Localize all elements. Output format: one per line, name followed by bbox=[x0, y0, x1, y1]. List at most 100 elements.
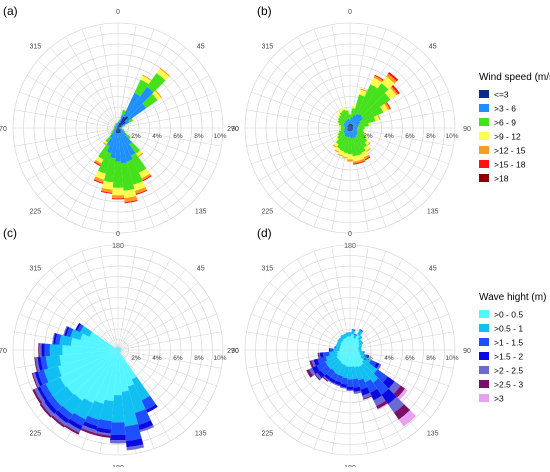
direction-tick-label: 135 bbox=[195, 209, 207, 216]
radial-tick-label: 8% bbox=[194, 355, 204, 362]
radial-tick-label: 10% bbox=[213, 355, 226, 362]
legend-label: >12 - 15 bbox=[494, 146, 526, 156]
legend-label: >0.5 - 1 bbox=[494, 324, 523, 334]
panel-label: (a) bbox=[3, 4, 18, 18]
direction-tick-label: 315 bbox=[261, 43, 273, 50]
radial-tick-label: 6% bbox=[173, 133, 183, 140]
direction-tick-label: 270 bbox=[227, 348, 239, 355]
legend-label: <=3 bbox=[494, 90, 509, 100]
legend-swatch bbox=[479, 118, 489, 126]
legend-swatch bbox=[479, 324, 489, 332]
panel-label: (d) bbox=[257, 226, 272, 240]
legend-title: Wind speed (m/s) bbox=[479, 72, 550, 83]
rose-sector bbox=[358, 349, 361, 351]
direction-tick-label: 45 bbox=[429, 43, 437, 50]
legend-swatch bbox=[479, 366, 489, 374]
direction-tick-label: 225 bbox=[261, 431, 273, 438]
legend-label: >9 - 12 bbox=[494, 132, 521, 142]
direction-tick-label: 90 bbox=[463, 348, 471, 355]
rose-sector bbox=[50, 344, 63, 356]
rose-sector bbox=[346, 390, 353, 391]
legend-swatch bbox=[479, 132, 489, 140]
legend-label: >2 - 2.5 bbox=[494, 366, 523, 376]
radial-tick-label: 6% bbox=[173, 355, 183, 362]
rose-sector bbox=[330, 348, 333, 351]
radial-tick-label: 2% bbox=[363, 355, 373, 362]
legend-swatch bbox=[479, 380, 489, 388]
direction-tick-label: 90 bbox=[463, 126, 471, 133]
direction-tick-label: 270 bbox=[0, 126, 7, 133]
rose-sector bbox=[339, 127, 340, 129]
panel-label: (c) bbox=[3, 226, 17, 240]
legend-swatch bbox=[479, 146, 489, 154]
legend-label: >18 bbox=[494, 174, 509, 184]
rose-sector bbox=[41, 343, 44, 356]
rose-sector bbox=[121, 128, 122, 129]
direction-tick-label: 45 bbox=[197, 265, 205, 272]
rose-sector bbox=[111, 422, 126, 435]
direction-tick-label: 0 bbox=[116, 231, 120, 238]
radial-tick-label: 6% bbox=[405, 133, 415, 140]
direction-tick-label: 45 bbox=[197, 43, 205, 50]
rose-sector bbox=[347, 159, 353, 161]
rose-sector bbox=[114, 128, 115, 129]
legend-wave: Wave hight (m)>0 - 0.5>0.5 - 1>1 - 1.5>1… bbox=[479, 292, 546, 404]
legend-swatch bbox=[479, 352, 489, 360]
panel-label: (b) bbox=[257, 4, 272, 18]
radial-tick-label: 8% bbox=[426, 133, 436, 140]
rose-sector bbox=[39, 343, 41, 357]
legend-swatch bbox=[479, 174, 489, 182]
radial-tick-label: 4% bbox=[152, 355, 162, 362]
legend-label: >1.5 - 2 bbox=[494, 352, 523, 362]
legend-label: >3 - 6 bbox=[494, 104, 516, 114]
rose-sector bbox=[329, 348, 330, 352]
rose-sector bbox=[348, 332, 351, 336]
legend-label: >15 - 18 bbox=[494, 160, 526, 170]
legend-swatch bbox=[479, 394, 489, 402]
rose-sector bbox=[117, 122, 118, 123]
rose-sector bbox=[365, 127, 366, 130]
radial-tick-label: 4% bbox=[384, 133, 394, 140]
radial-tick-label: 4% bbox=[152, 133, 162, 140]
radial-tick-label: 2% bbox=[363, 133, 373, 140]
radial-tick-label: 8% bbox=[426, 355, 436, 362]
radial-tick-label: 10% bbox=[213, 133, 226, 140]
rose-sector bbox=[110, 440, 126, 443]
radial-tick-label: 2% bbox=[131, 133, 141, 140]
direction-tick-label: 0 bbox=[348, 9, 352, 16]
direction-tick-label: 0 bbox=[348, 231, 352, 238]
direction-tick-label: 135 bbox=[427, 209, 439, 216]
legend-label: >6 - 9 bbox=[494, 118, 516, 128]
rose-sector bbox=[44, 344, 50, 357]
direction-tick-label: 0 bbox=[116, 9, 120, 16]
direction-tick-label: 135 bbox=[195, 431, 207, 438]
direction-tick-label: 315 bbox=[29, 43, 41, 50]
rose-sector bbox=[347, 387, 354, 390]
rose-sector bbox=[349, 113, 352, 114]
radial-tick-label: 4% bbox=[384, 355, 394, 362]
legend-swatch bbox=[479, 104, 489, 112]
rose-sector bbox=[347, 154, 353, 159]
legend-label: >3 bbox=[494, 394, 504, 404]
radial-tick-label: 10% bbox=[445, 355, 458, 362]
legend-swatch bbox=[479, 160, 489, 168]
direction-tick-label: 135 bbox=[427, 431, 439, 438]
radial-tick-label: 8% bbox=[194, 133, 204, 140]
legend-label: >0 - 0.5 bbox=[494, 310, 523, 320]
radial-tick-label: 10% bbox=[445, 133, 458, 140]
rose-sector bbox=[112, 188, 124, 196]
direction-tick-label: 225 bbox=[29, 209, 41, 216]
direction-tick-label: 225 bbox=[261, 209, 273, 216]
legend-swatch bbox=[479, 338, 489, 346]
rose-sector bbox=[112, 195, 124, 198]
direction-tick-label: 45 bbox=[429, 265, 437, 272]
radial-tick-label: 2% bbox=[131, 355, 141, 362]
legend-label: >1 - 1.5 bbox=[494, 338, 523, 348]
rose-sector bbox=[110, 435, 126, 441]
